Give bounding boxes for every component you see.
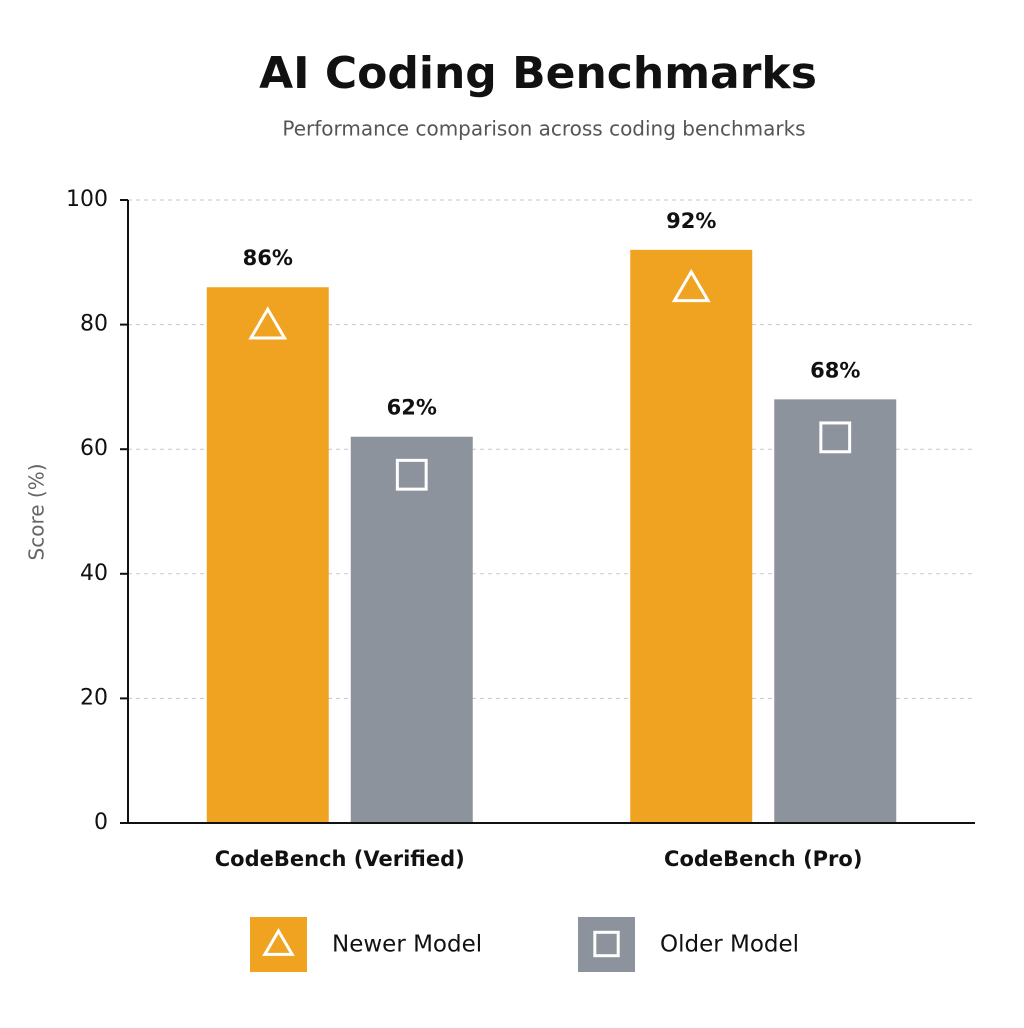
legend-label: Newer Model [332, 932, 482, 958]
marker-icon [671, 268, 711, 303]
legend-swatch [578, 917, 635, 972]
bar [206, 287, 329, 824]
value-label: 62% [387, 396, 437, 420]
bar [774, 399, 897, 823]
chart-title: AI Coding Benchmarks [259, 48, 817, 99]
legend-swatch [250, 917, 307, 972]
x-tick-label: CodeBench (Pro) [664, 847, 862, 871]
y-tick-label: 80 [80, 312, 108, 337]
marker-icon [395, 458, 428, 491]
bar [350, 436, 473, 823]
marker-icon [819, 421, 852, 454]
value-label: 86% [243, 246, 293, 270]
chart-subtitle: Performance comparison across coding ben… [282, 117, 805, 141]
marker-icon [593, 930, 620, 958]
legend-label: Older Model [660, 932, 799, 958]
y-tick-label: 100 [66, 187, 108, 212]
y-tick-label: 0 [94, 810, 108, 835]
x-tick-label: CodeBench (Verified) [215, 847, 465, 871]
y-tick-label: 40 [80, 561, 108, 586]
marker-icon [262, 928, 295, 956]
y-tick-label: 60 [80, 436, 108, 461]
value-label: 68% [810, 358, 860, 382]
y-tick-label: 20 [80, 685, 108, 710]
value-label: 92% [666, 209, 716, 233]
marker-icon [248, 306, 288, 340]
y-axis-label: Score (%) [25, 464, 49, 561]
bar [630, 249, 753, 824]
